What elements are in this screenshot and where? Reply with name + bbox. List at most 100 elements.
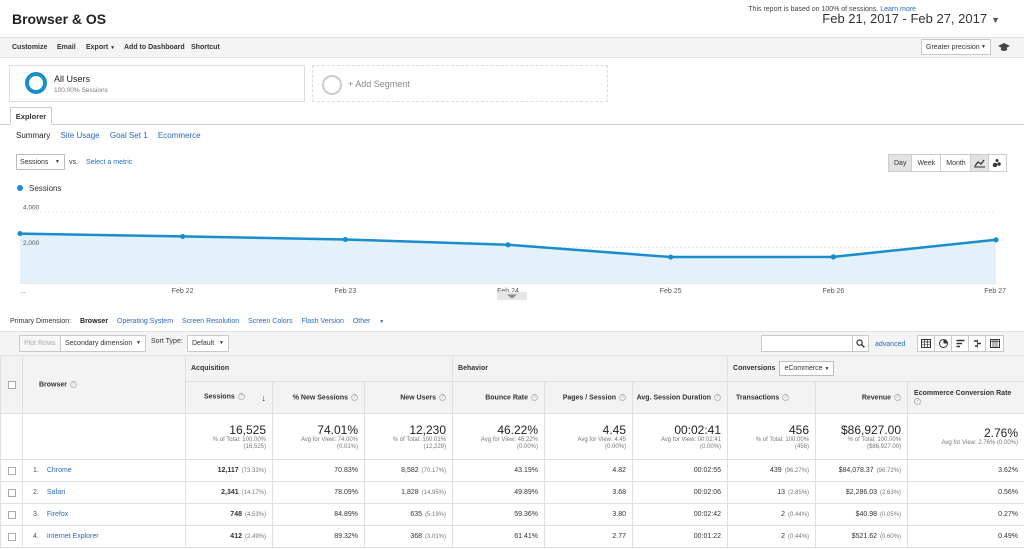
pivot-view-icon[interactable] <box>986 336 1003 351</box>
percentage-view-icon[interactable] <box>935 336 952 351</box>
pages-session-col-label: Pages / Session <box>562 394 617 402</box>
tab-explorer[interactable]: Explorer <box>10 107 52 125</box>
conversions-group-header: Conversions eCommerce ▼ <box>727 355 1024 382</box>
avg-duration-cell: 00:01:22 <box>632 525 729 548</box>
dimension-other[interactable]: Other ▼ <box>353 318 391 325</box>
subtab-goal-set-1[interactable]: Goal Set 1 <box>109 131 148 140</box>
help-icon[interactable]: ? <box>619 393 627 401</box>
data-point[interactable] <box>993 237 999 243</box>
sessions-value: 12,117 <box>217 467 239 474</box>
granularity-month[interactable]: Month <box>946 160 966 167</box>
transactions-column-header[interactable]: Transactions? <box>727 381 817 414</box>
dimension-browser[interactable]: Browser <box>80 318 109 325</box>
table-row: 1. Chrome 12,117 (73.33%) 70.83% 8,582 (70.17%… <box>0 459 1024 482</box>
dimension-flash-version[interactable]: Flash Version <box>301 318 344 325</box>
chevron-down-icon: ▼ <box>824 366 830 372</box>
help-icon[interactable]: ? <box>714 393 722 401</box>
help-icon[interactable]: ? <box>70 380 78 388</box>
revenue-cell: $521.62 (0.60%) <box>815 525 909 548</box>
new-sessions-column-header[interactable]: % New Sessions? <box>272 381 365 414</box>
line-chart-icon[interactable] <box>971 155 989 171</box>
learn-more-link[interactable]: Learn more <box>880 6 916 13</box>
browser-link[interactable]: Internet Explorer <box>46 533 99 540</box>
data-point[interactable] <box>505 242 511 248</box>
sort-type-select[interactable]: Default ▼ <box>187 335 229 352</box>
subtab-summary[interactable]: Summary <box>16 131 51 140</box>
dimension-operating-system[interactable]: Operating System <box>117 318 174 325</box>
subtab-site-usage[interactable]: Site Usage <box>60 131 100 140</box>
subtab-ecommerce[interactable]: Ecommerce <box>157 131 201 140</box>
date-range-picker[interactable]: Feb 21, 2017 - Feb 27, 2017 ▼ <box>822 11 1000 26</box>
browser-link[interactable]: Chrome <box>46 467 72 474</box>
customize-button[interactable]: Customize <box>12 44 48 51</box>
legend-sessions-label: Sessions <box>29 184 62 193</box>
plot-rows-button[interactable]: Plot Rows <box>19 335 61 352</box>
dimension-screen-resolution[interactable]: Screen Resolution <box>181 318 240 325</box>
advanced-filter-link[interactable]: advanced <box>875 341 906 348</box>
row-checkbox[interactable] <box>7 488 16 497</box>
browser-link[interactable]: Safari <box>46 489 66 496</box>
help-icon[interactable]: ? <box>782 393 790 401</box>
conversion-rate-column-header[interactable]: Ecommerce Conversion Rate? <box>907 381 1024 414</box>
granularity-week[interactable]: Week <box>912 155 942 171</box>
conversion-rate-cell: 0.56% <box>907 481 1024 504</box>
help-icon[interactable]: ? <box>439 393 447 401</box>
sessions-column-header[interactable]: Sessions? ↓ <box>185 381 273 414</box>
total-bounce-rate: 46.22% Avg for View: 46.22% (0.00%) <box>452 413 546 460</box>
performance-view-icon[interactable] <box>952 336 969 351</box>
row-select-cell <box>0 459 23 482</box>
select-all-checkbox[interactable] <box>7 380 16 389</box>
data-point[interactable] <box>17 230 23 237</box>
motion-chart-icon[interactable] <box>989 155 1006 171</box>
data-point[interactable] <box>830 254 836 260</box>
revenue-pct: (0.60%) <box>880 534 902 540</box>
sessions-cell: 412 (2.49%) <box>185 525 273 548</box>
help-icon[interactable]: ? <box>914 398 922 406</box>
sessions-cell: 12,117 (73.33%) <box>185 459 273 482</box>
browser-link[interactable]: Firefox <box>46 511 69 518</box>
sort-desc-icon[interactable]: ↓ <box>261 392 267 403</box>
email-button[interactable]: Email <box>57 44 76 51</box>
granularity-day[interactable]: Day <box>889 155 913 171</box>
help-icon[interactable]: ? <box>531 393 539 401</box>
bounce-rate-column-header[interactable]: Bounce Rate? <box>452 381 546 414</box>
row-checkbox[interactable] <box>7 532 16 541</box>
transactions-pct: (0.44%) <box>788 512 810 518</box>
pages-session-column-header[interactable]: Pages / Session? <box>544 381 634 414</box>
add-to-dashboard-button[interactable]: Add to Dashboard <box>124 44 185 51</box>
data-table-view-icon[interactable] <box>918 336 935 351</box>
search-icon[interactable] <box>852 335 869 352</box>
new-users-cell: 635 (5.19%) <box>363 503 454 526</box>
bounce-rate-col-label: Bounce Rate <box>485 394 529 402</box>
secondary-dimension-select[interactable]: Secondary dimension ▼ <box>60 335 146 352</box>
data-point[interactable] <box>342 236 348 243</box>
data-point[interactable] <box>668 254 674 260</box>
revenue-column-header[interactable]: Revenue? <box>815 381 909 414</box>
segment-all-users[interactable]: All Users 100.00% Sessions <box>9 65 305 102</box>
add-segment-box[interactable]: + Add Segment <box>312 65 608 102</box>
revenue-value: $40.98 <box>855 511 878 518</box>
comparison-view-icon[interactable] <box>969 336 986 351</box>
select-metric-link[interactable]: Select a metric <box>86 159 133 166</box>
graduation-cap-icon[interactable] <box>998 42 1010 52</box>
help-icon[interactable]: ? <box>894 393 902 401</box>
precision-select[interactable]: Greater precision ▼ <box>921 39 991 55</box>
row-checkbox[interactable] <box>7 510 16 519</box>
shortcut-button[interactable]: Shortcut <box>191 44 220 51</box>
total-sub: Avg for View: 74.00% <box>300 436 358 443</box>
conversions-select[interactable]: eCommerce ▼ <box>779 361 835 376</box>
export-button[interactable]: Export ▼ <box>86 44 115 51</box>
chevron-down-icon <box>507 294 517 299</box>
browser-column-header[interactable]: Browser? <box>22 355 186 414</box>
new-users-pct: (14.95%) <box>421 490 447 496</box>
help-icon[interactable]: ? <box>351 393 358 401</box>
row-checkbox[interactable] <box>7 466 16 475</box>
metric-select[interactable]: Sessions ▼ <box>16 154 65 170</box>
segment-percentage: 100.00% Sessions <box>54 87 108 94</box>
dimension-screen-colors[interactable]: Screen Colors <box>248 318 293 325</box>
new-users-column-header[interactable]: New Users? <box>363 381 454 414</box>
help-icon[interactable]: ? <box>237 392 245 400</box>
avg-duration-column-header[interactable]: Avg. Session Duration? <box>632 381 729 414</box>
avg-duration-cell: 00:02:06 <box>632 481 729 504</box>
data-point[interactable] <box>180 233 186 240</box>
